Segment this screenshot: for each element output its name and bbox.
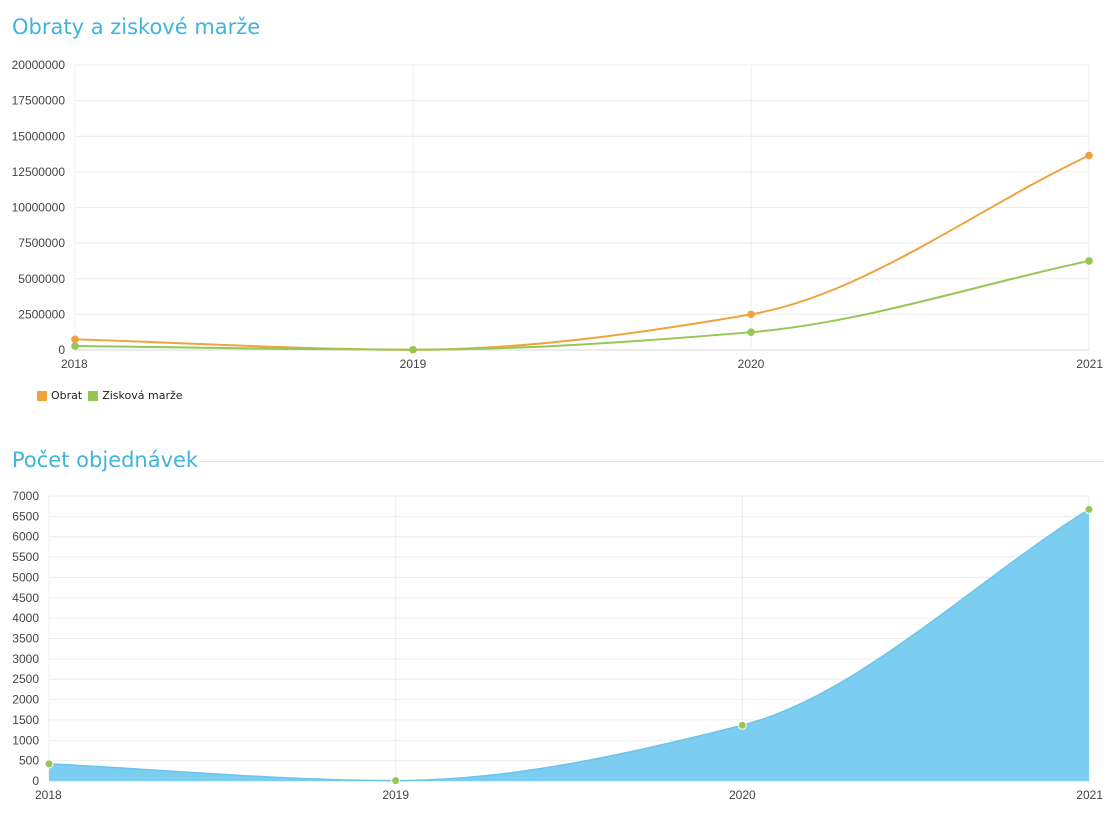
data-point bbox=[409, 345, 417, 354]
x-tick-label: 2020 bbox=[738, 357, 765, 371]
y-tick-label: 1000 bbox=[12, 733, 39, 747]
legend-label: Obrat bbox=[51, 389, 83, 402]
data-point bbox=[747, 328, 755, 336]
y-tick-label: 2500000 bbox=[18, 307, 65, 321]
y-tick-label: 4500 bbox=[12, 591, 39, 605]
y-tick-label: 4000 bbox=[12, 611, 39, 625]
data-point bbox=[391, 776, 401, 786]
legend-swatch bbox=[37, 390, 47, 401]
orders-title-divider bbox=[198, 461, 1104, 462]
y-tick-label: 6000 bbox=[12, 530, 39, 544]
x-tick-label: 2018 bbox=[35, 788, 62, 802]
y-tick-label: 20000000 bbox=[12, 58, 66, 72]
y-tick-label: 2500 bbox=[12, 672, 39, 686]
data-point bbox=[71, 335, 79, 344]
legend-item[interactable]: Zisková marže bbox=[88, 389, 183, 402]
orders-chart-title: Počet objednávek bbox=[12, 448, 199, 472]
x-tick-label: 2021 bbox=[1076, 788, 1103, 802]
y-tick-label: 7000 bbox=[12, 489, 39, 503]
y-tick-label: 15000000 bbox=[12, 129, 66, 143]
legend-swatch bbox=[88, 390, 99, 401]
series-line-0 bbox=[74, 154, 1090, 351]
y-tick-label: 12500000 bbox=[12, 165, 66, 179]
y-tick-label: 6500 bbox=[12, 509, 39, 523]
x-tick-label: 2019 bbox=[400, 357, 427, 371]
x-tick-label: 2020 bbox=[729, 788, 756, 802]
x-tick-label: 2019 bbox=[382, 788, 409, 802]
y-tick-label: 5000000 bbox=[18, 272, 65, 286]
data-point bbox=[747, 310, 755, 319]
legend-label: Zisková marže bbox=[102, 389, 183, 402]
revenue-chart: 0 2500000 5000000 7500000 10000000 12500000 15… bbox=[12, 58, 1104, 371]
data-point bbox=[44, 759, 54, 769]
y-tick-label: 10000000 bbox=[12, 201, 66, 215]
y-tick-label: 5000 bbox=[12, 570, 39, 584]
series-area bbox=[49, 509, 1089, 781]
series-area-edge bbox=[48, 508, 1090, 782]
y-tick-label: 2000 bbox=[12, 693, 39, 707]
y-tick-label: 0 bbox=[32, 774, 39, 788]
data-point bbox=[737, 720, 747, 730]
x-tick-label: 2021 bbox=[1076, 357, 1103, 371]
series-line-1 bbox=[74, 259, 1090, 351]
y-tick-label: 5500 bbox=[12, 550, 39, 564]
x-tick-label: 2018 bbox=[61, 357, 88, 371]
data-point bbox=[1085, 151, 1093, 160]
data-point bbox=[71, 342, 79, 350]
data-point bbox=[1084, 504, 1094, 514]
revenue-chart-legend: Obrat Zisková marže bbox=[37, 389, 189, 402]
y-tick-label: 3500 bbox=[12, 632, 39, 646]
y-tick-label: 500 bbox=[19, 754, 39, 768]
y-tick-label: 7500000 bbox=[18, 236, 65, 250]
orders-chart: 0 500 1000 1500 2000 2500 3000 3500 4000 4500 5000… bbox=[12, 489, 1103, 802]
y-tick-label: 17500000 bbox=[12, 94, 66, 108]
y-tick-label: 3000 bbox=[12, 652, 39, 666]
data-point bbox=[1085, 257, 1093, 265]
revenue-chart-title: Obraty a ziskové marže bbox=[12, 15, 261, 39]
legend-item[interactable]: Obrat bbox=[37, 389, 82, 402]
y-tick-label: 1500 bbox=[12, 713, 39, 727]
y-tick-label: 0 bbox=[58, 343, 65, 357]
